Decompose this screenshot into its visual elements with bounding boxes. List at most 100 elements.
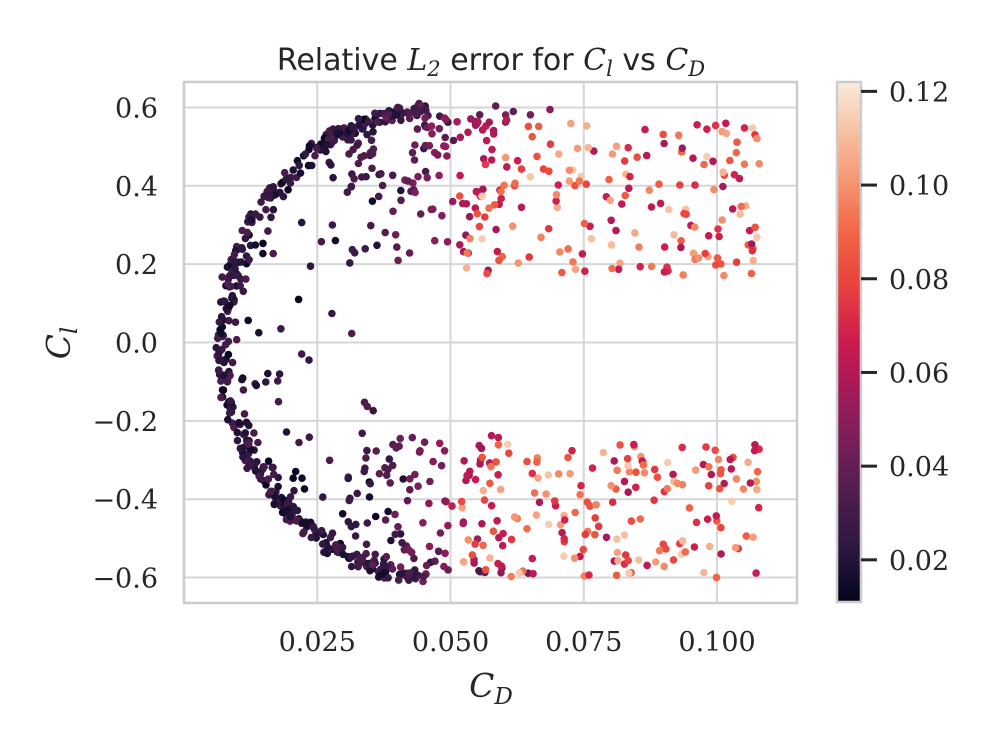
scatter-point: [406, 475, 414, 483]
scatter-point: [280, 168, 289, 177]
scatter-point: [396, 434, 405, 443]
scatter-point: [690, 543, 699, 551]
scatter-point: [338, 510, 347, 518]
scatter-point: [631, 229, 639, 237]
scatter-point: [224, 350, 233, 359]
scatter-point: [511, 179, 519, 188]
scatter-point: [331, 236, 340, 245]
scatter-point: [374, 192, 383, 201]
scatter-point: [660, 268, 669, 276]
scatter-point: [546, 140, 555, 148]
scatter-point: [564, 453, 572, 462]
scatter-point: [289, 474, 298, 483]
scatter-point: [727, 497, 736, 506]
scatter-point: [410, 554, 418, 563]
scatter-point: [498, 541, 507, 550]
scatter-point: [228, 358, 237, 367]
scatter-point: [673, 479, 682, 488]
scatter-point: [749, 256, 757, 265]
scatter-point: [232, 335, 241, 344]
scatter-point: [486, 554, 494, 562]
scatter-point: [440, 447, 449, 455]
scatter-point: [685, 504, 694, 512]
scatter-point: [558, 528, 566, 537]
scatter-point: [406, 485, 414, 494]
scatter-point: [463, 249, 472, 257]
scatter-point: [460, 457, 468, 465]
scatter-point: [332, 544, 341, 553]
scatter-point: [251, 241, 260, 249]
scatter-point: [264, 227, 272, 235]
scatter-point: [328, 309, 336, 318]
scatter-point: [579, 545, 588, 554]
scatter-point: [468, 551, 477, 559]
scatter-point: [347, 562, 356, 571]
scatter-point: [581, 267, 589, 276]
scatter-point: [382, 552, 391, 561]
scatter-point: [677, 243, 685, 252]
y-tick-label: 0.0: [115, 329, 158, 360]
scatter-point: [442, 497, 450, 506]
scatter-point: [471, 475, 480, 484]
scatter-point: [614, 556, 622, 565]
scatter-point: [499, 529, 507, 538]
scatter-point: [640, 469, 649, 477]
scatter-point: [471, 540, 479, 548]
scatter-point: [369, 128, 377, 136]
scatter-point: [344, 474, 353, 483]
scatter-point: [623, 454, 632, 463]
scatter-point: [478, 235, 486, 243]
scatter-point: [718, 127, 726, 136]
scatter-point: [653, 473, 662, 482]
scatter-point: [354, 159, 363, 168]
scatter-point: [612, 226, 620, 235]
scatter-point: [394, 576, 403, 584]
scatter-point: [338, 543, 347, 552]
scatter-point: [552, 197, 560, 205]
scatter-point: [264, 369, 272, 378]
scatter-point: [496, 485, 505, 494]
scatter-point: [751, 441, 759, 449]
scatter-point: [555, 150, 563, 158]
scatter-point: [612, 142, 621, 151]
scatter-point: [471, 204, 480, 212]
scatter-point: [478, 520, 486, 528]
scatter-point: [481, 566, 490, 574]
scatter-point: [479, 486, 488, 495]
scatter-point: [558, 268, 566, 277]
scatter-point: [443, 152, 451, 160]
scatter-point: [346, 259, 354, 267]
scatter-point: [489, 126, 498, 135]
scatter-point: [529, 569, 537, 578]
scatter-point: [606, 196, 615, 205]
scatter-point: [378, 181, 387, 190]
scatter-point: [726, 156, 734, 165]
scatter-point: [727, 465, 736, 473]
scatter-point: [475, 111, 484, 119]
scatter-point: [444, 521, 452, 530]
scatter-point: [732, 475, 741, 483]
scatter-point: [425, 141, 434, 150]
scatter-point: [282, 428, 291, 436]
scatter-point: [513, 156, 522, 165]
scatter-point: [317, 237, 326, 246]
scatter-point: [590, 147, 598, 155]
scatter-point: [607, 216, 615, 225]
scatter-point: [481, 160, 490, 169]
scatter-point: [375, 469, 384, 478]
scatter-point: [556, 248, 564, 256]
scatter-point: [262, 378, 270, 386]
scatter-point: [507, 572, 515, 581]
scatter-point: [491, 102, 500, 110]
scatter-point: [414, 172, 422, 181]
scatter-point: [307, 161, 316, 170]
scatter-point: [438, 211, 446, 220]
scatter-point: [393, 111, 401, 119]
scatter-point: [591, 530, 599, 539]
scatter-point: [453, 118, 461, 126]
scatter-point: [492, 458, 500, 466]
scatter-point: [737, 202, 745, 211]
colorbar-tick-label: 0.10: [889, 171, 949, 202]
